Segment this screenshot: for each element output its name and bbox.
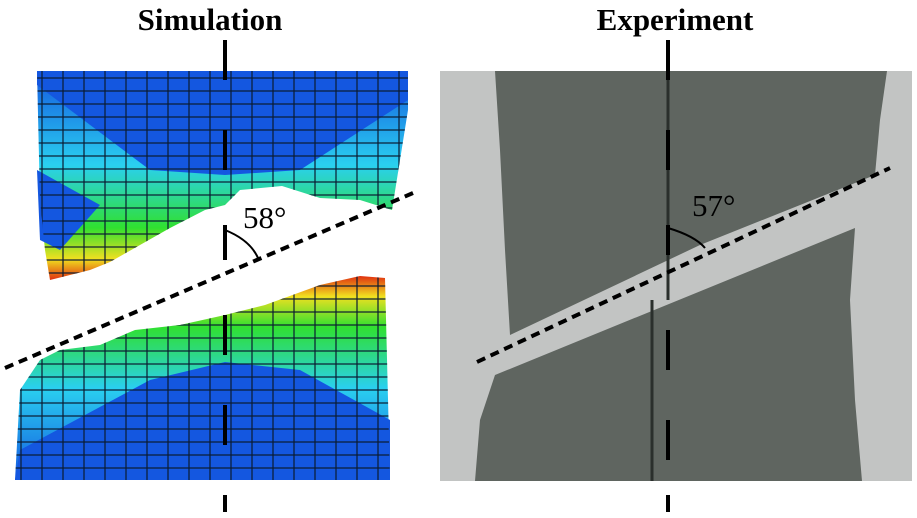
simulation-lower-mesh (15, 276, 390, 480)
simulation-angle-arc (224, 229, 259, 259)
experiment-title: Experiment (596, 2, 754, 37)
simulation-title: Simulation (137, 2, 283, 37)
simulation-upper-mesh (37, 71, 408, 280)
simulation-angle-label: 58° (243, 200, 287, 235)
experiment-angle-arc (667, 227, 706, 249)
experiment-photo (440, 71, 912, 481)
experiment-fracture-line (476, 166, 891, 364)
experiment-angle-label: 57° (692, 188, 736, 223)
